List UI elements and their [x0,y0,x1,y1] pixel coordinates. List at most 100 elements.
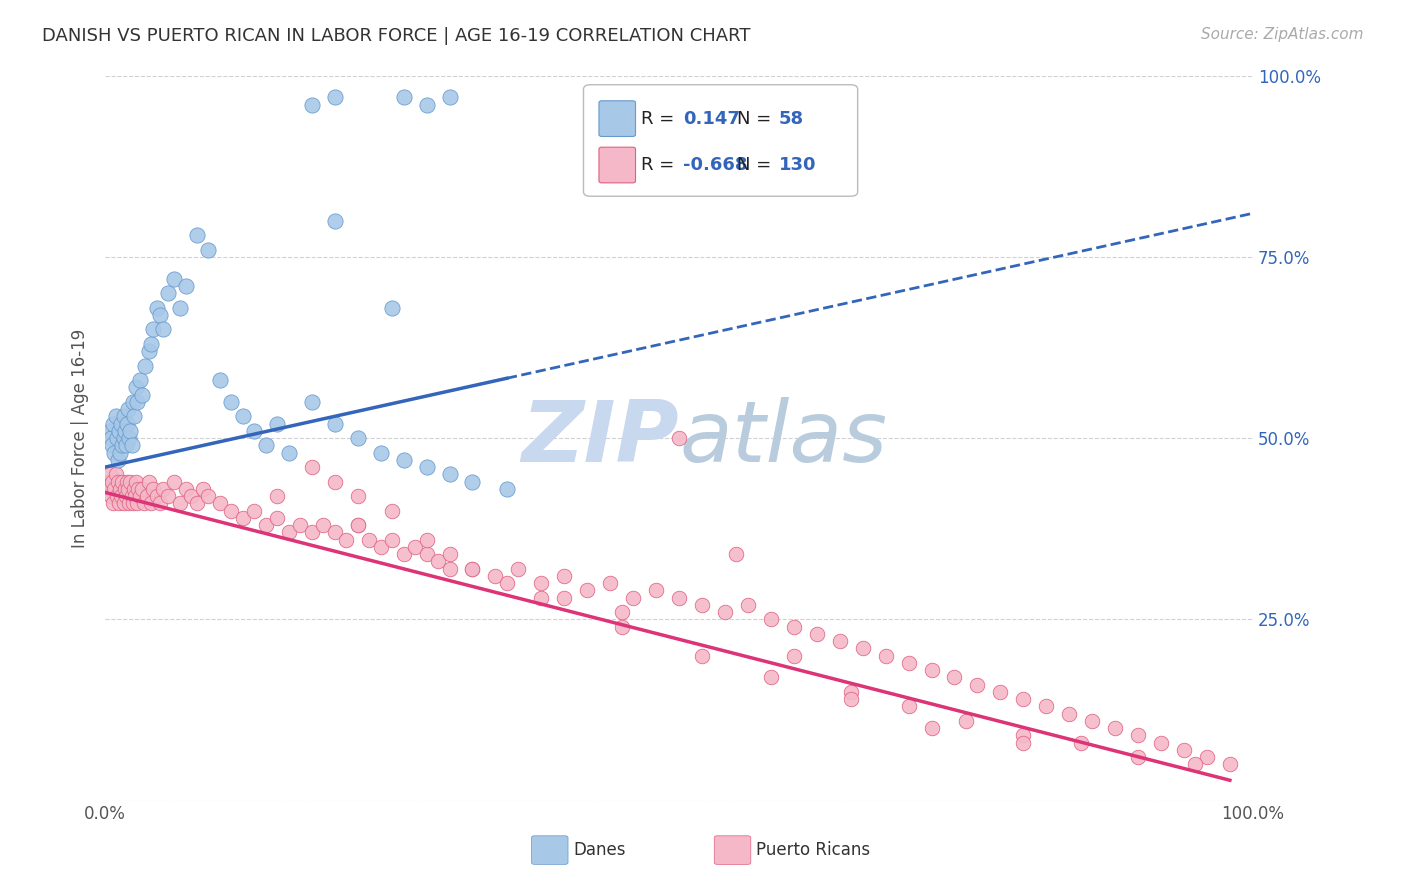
Point [221,394,243,409]
Point [128,489,150,503]
Point [783,619,806,633]
Point [169,496,191,510]
Point [323,475,346,489]
Point [1070,736,1092,750]
Point [135,489,157,503]
Point [103,417,125,431]
Point [254,518,277,533]
Point [146,489,169,503]
Point [610,619,633,633]
Point [1219,757,1241,772]
Point [97,482,120,496]
Point [115,475,138,489]
Point [103,496,125,510]
Point [381,301,404,315]
Point [96,475,118,489]
Text: -0.668: -0.668 [683,156,748,174]
Point [146,301,169,315]
Point [180,489,202,503]
Point [108,424,131,438]
Point [461,561,484,575]
Point [98,424,121,438]
Point [221,503,243,517]
Point [415,460,437,475]
Point [415,547,437,561]
Point [157,286,180,301]
Point [1081,714,1104,728]
Point [138,475,160,489]
Point [127,496,149,510]
Point [759,670,782,684]
Text: N =: N = [737,110,770,128]
Point [323,90,346,104]
Point [149,496,172,510]
Point [346,431,368,445]
Point [439,547,461,561]
Point [107,452,129,467]
Point [381,503,404,517]
Point [98,467,121,482]
Point [103,445,125,459]
Point [439,561,461,575]
Point [103,482,125,496]
Point [955,714,977,728]
Point [197,489,219,503]
Point [1126,728,1149,742]
Point [714,605,737,619]
Point [323,417,346,431]
Point [243,424,266,438]
Point [114,482,136,496]
Text: DANISH VS PUERTO RICAN IN LABOR FORCE | AGE 16-19 CORRELATION CHART: DANISH VS PUERTO RICAN IN LABOR FORCE | … [42,27,751,45]
Point [277,525,299,540]
Point [108,482,131,496]
Point [111,475,134,489]
Point [290,518,312,533]
Point [101,475,124,489]
Point [122,482,145,496]
Point [461,475,484,489]
Point [138,344,160,359]
Text: 0.147: 0.147 [683,110,740,128]
Text: ZIP: ZIP [522,397,679,480]
Point [1057,706,1080,721]
Text: 58: 58 [779,110,804,128]
Point [599,576,621,591]
Point [120,424,142,438]
Point [277,445,299,459]
Point [174,482,197,496]
Point [128,482,150,496]
Point [346,518,368,533]
Point [115,438,138,452]
Point [197,243,219,257]
Point [839,685,862,699]
Point [828,634,851,648]
Point [139,496,162,510]
Point [100,489,122,503]
Point [312,518,335,533]
Point [496,482,519,496]
Point [112,496,135,510]
Point [121,496,143,510]
Text: 130: 130 [779,156,817,174]
Point [134,359,156,373]
Point [346,489,368,503]
Point [839,692,862,706]
Point [370,540,392,554]
Text: N =: N = [737,156,770,174]
Point [163,475,186,489]
Point [645,583,668,598]
Point [104,467,127,482]
Point [110,417,132,431]
Point [301,97,323,112]
Point [127,394,149,409]
Point [610,605,633,619]
Point [966,677,988,691]
Point [131,482,153,496]
Point [1195,750,1218,764]
Point [783,648,806,663]
Point [921,663,943,677]
Point [266,489,288,503]
Point [988,685,1011,699]
Point [163,271,186,285]
Point [128,373,150,387]
